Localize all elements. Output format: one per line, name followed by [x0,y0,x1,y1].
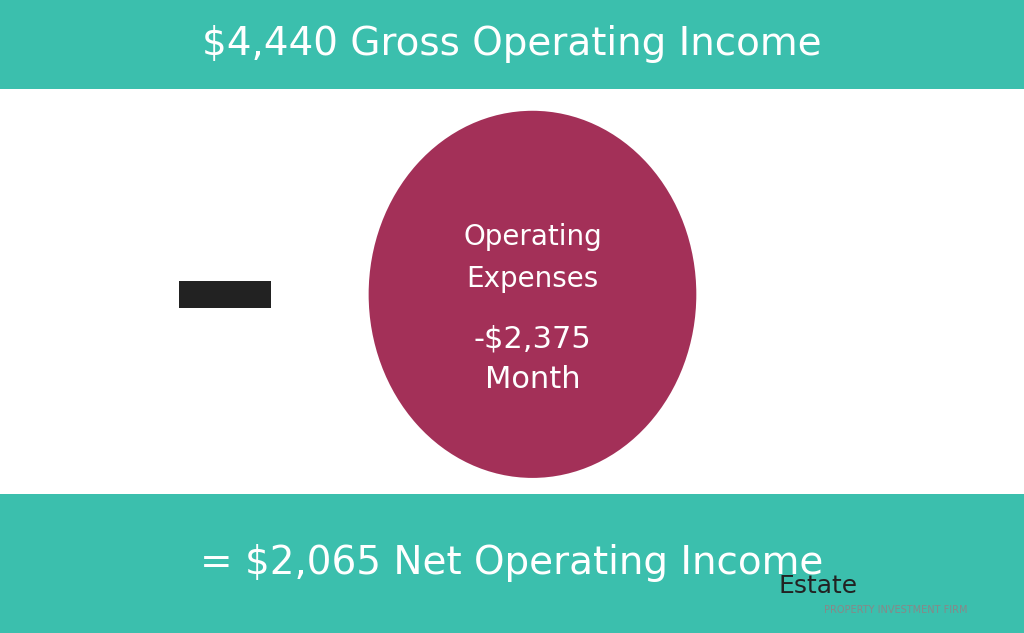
Text: Operating: Operating [463,223,602,251]
Text: Gather: Gather [878,573,964,598]
Text: Estate: Estate [778,573,857,598]
Text: Month: Month [484,365,581,394]
FancyBboxPatch shape [0,0,1024,89]
Text: -$2,375: -$2,375 [474,324,591,353]
Text: Expenses: Expenses [466,265,599,292]
Ellipse shape [369,111,696,478]
Text: = $2,065 Net Operating Income: = $2,065 Net Operating Income [201,544,823,582]
Text: $4,440 Gross Operating Income: $4,440 Gross Operating Income [202,25,822,63]
FancyBboxPatch shape [0,494,1024,633]
FancyBboxPatch shape [179,281,271,308]
Text: PROPERTY INVESTMENT FIRM: PROPERTY INVESTMENT FIRM [824,605,968,615]
